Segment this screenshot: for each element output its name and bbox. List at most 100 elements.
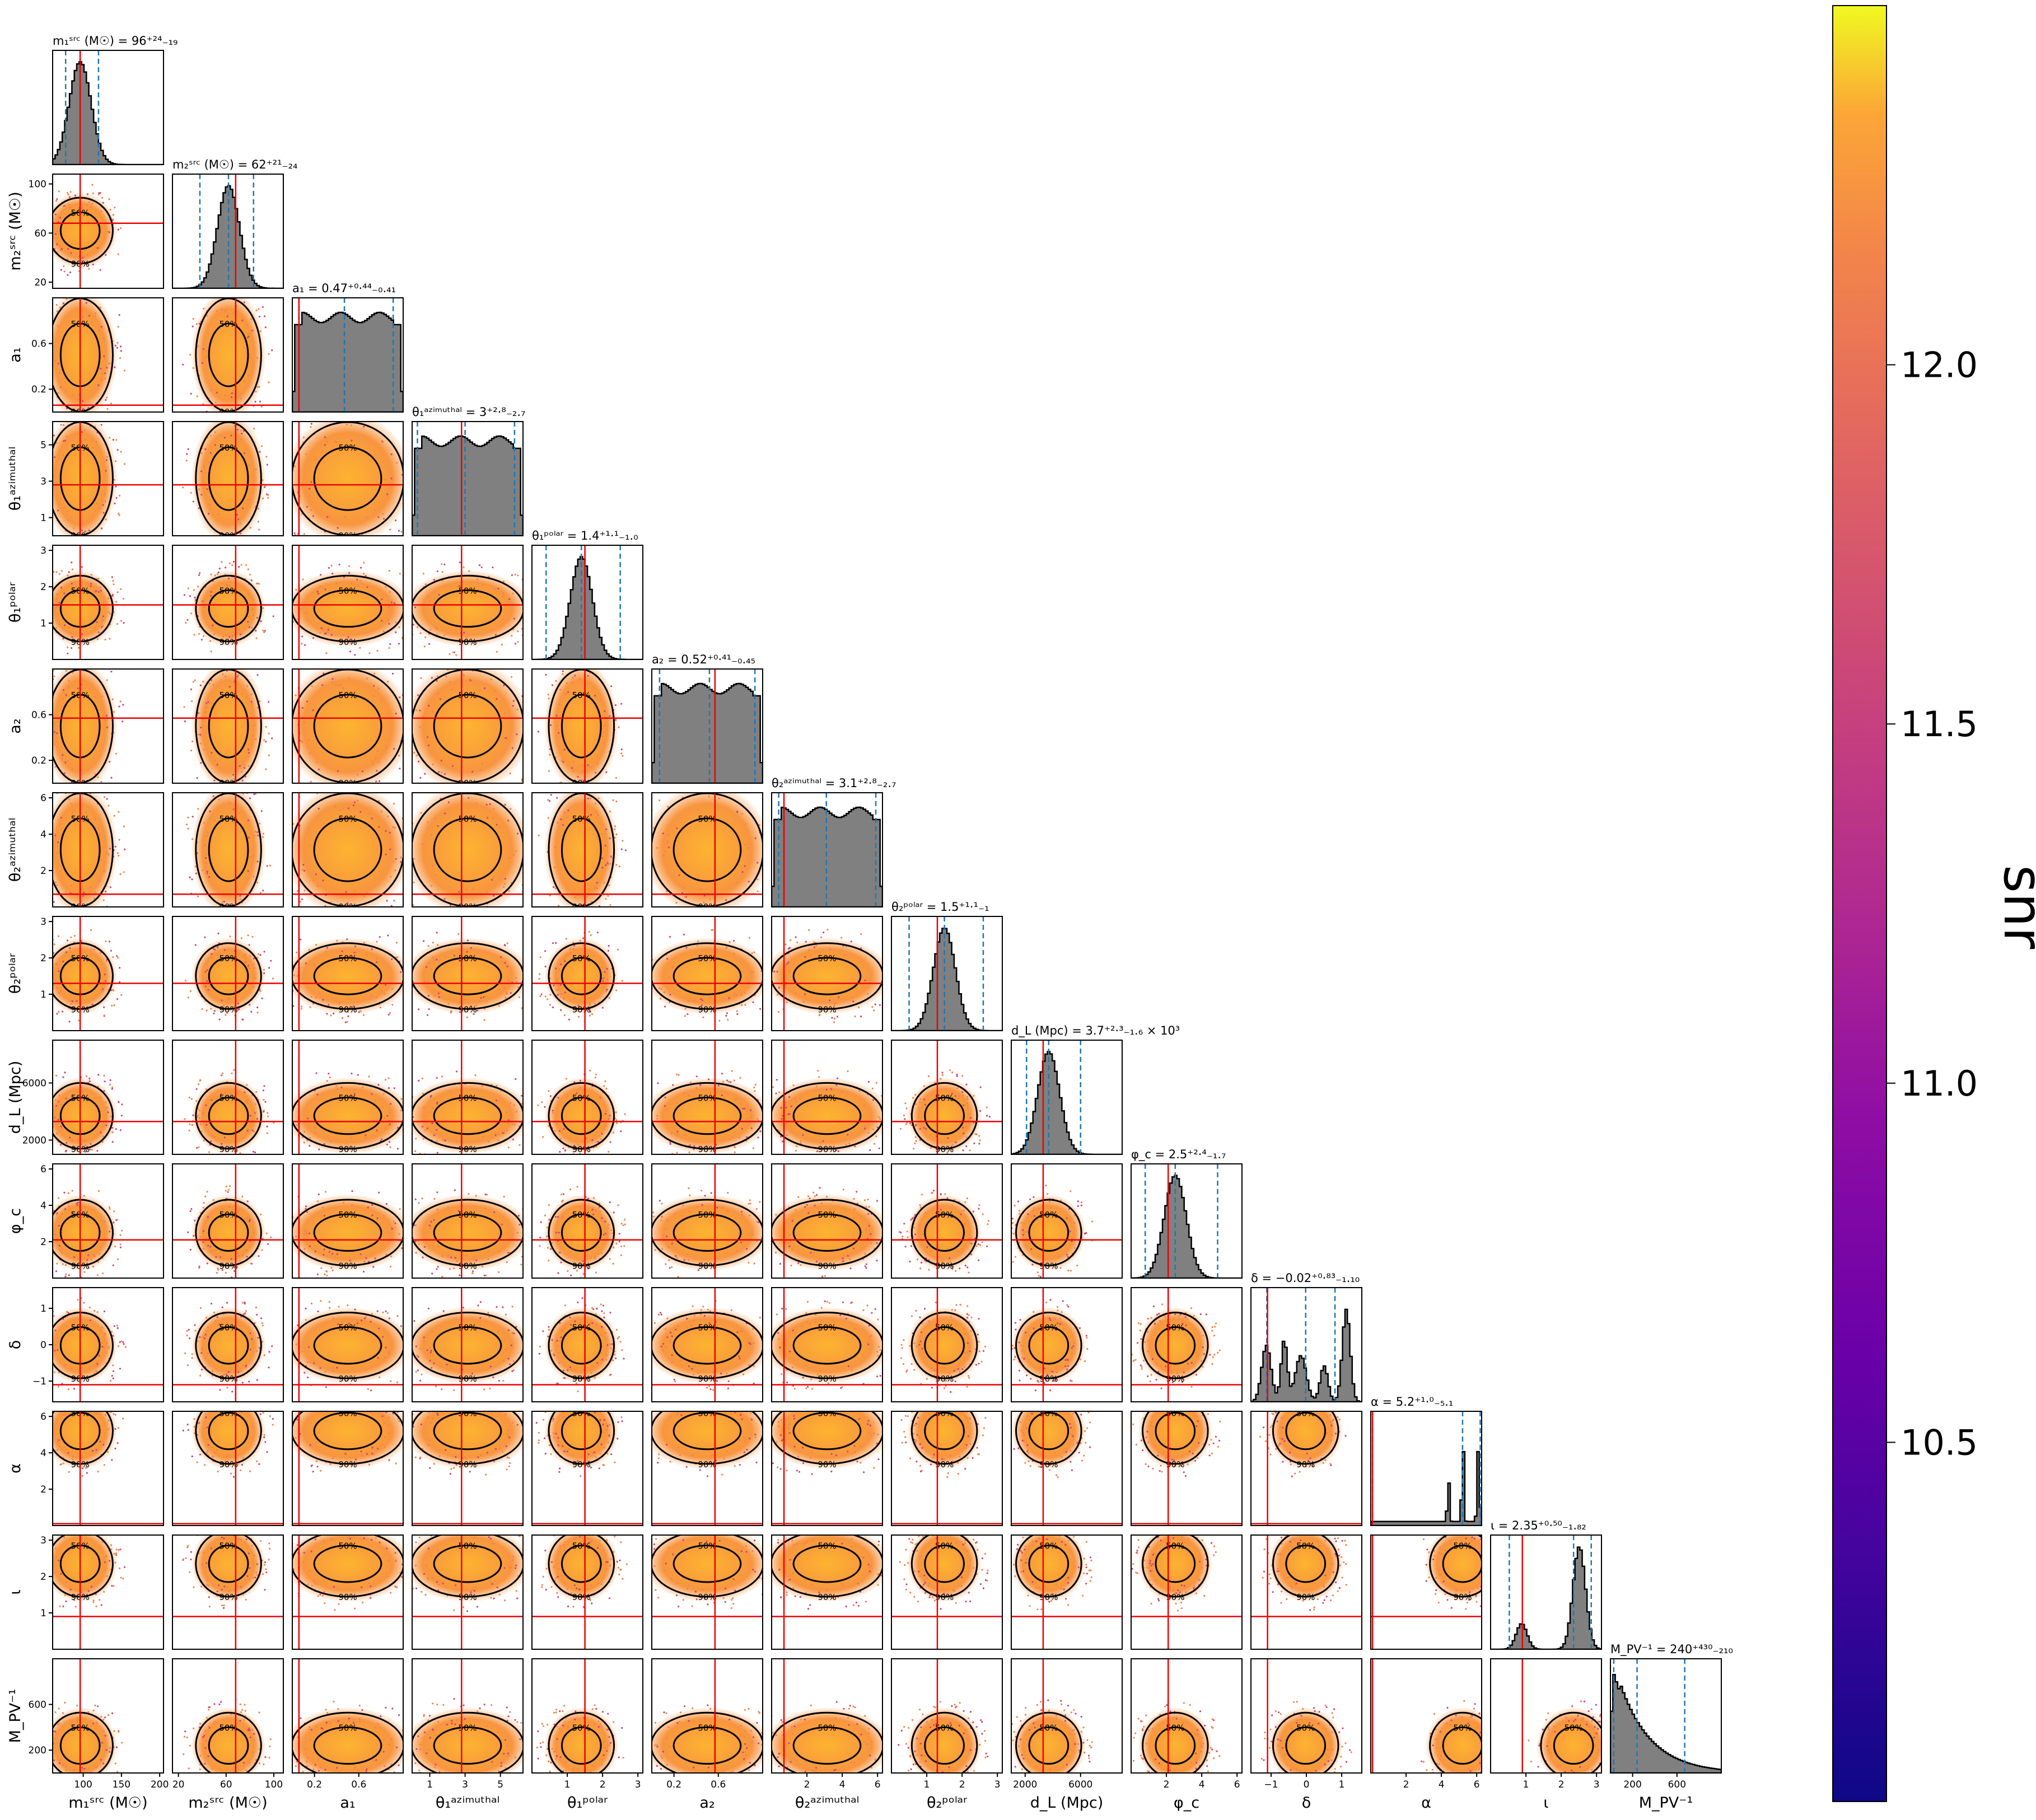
sample-point [437, 1209, 438, 1210]
sample-point [608, 1227, 609, 1229]
sample-point [354, 654, 356, 656]
sample-point [76, 1000, 78, 1002]
sample-point [185, 980, 186, 981]
sample-point [414, 606, 416, 608]
sample-point [225, 676, 226, 677]
sample-point [907, 1231, 908, 1232]
sample-point [964, 1201, 966, 1203]
sample-point [265, 456, 267, 457]
sample-point [64, 1276, 66, 1278]
sample-point [336, 940, 338, 942]
sample-point [268, 701, 269, 703]
sample-point [562, 790, 564, 792]
sample-point [118, 254, 119, 255]
sample-point [470, 947, 472, 949]
sample-point [406, 902, 408, 904]
sample-point [199, 1375, 201, 1377]
sample-point [71, 769, 73, 770]
sample-point [91, 1156, 92, 1158]
sample-point [525, 717, 527, 719]
sample-point [431, 1272, 433, 1274]
sample-point [515, 977, 517, 979]
sample-point [619, 865, 620, 867]
sample-point [264, 1354, 265, 1356]
sample-point [436, 1077, 438, 1079]
sample-point [444, 812, 446, 814]
sample-point [58, 968, 59, 970]
sample-point [56, 987, 58, 989]
sample-point [90, 206, 92, 208]
sample-point [956, 1250, 958, 1252]
sample-point [740, 1103, 741, 1105]
sample-point [554, 1130, 555, 1132]
sample-point [57, 509, 59, 511]
sample-point [447, 1255, 449, 1256]
sample-point [513, 700, 515, 701]
sample-point [429, 629, 431, 630]
sample-point [97, 1311, 99, 1313]
sample-point [325, 652, 327, 654]
sample-point [225, 1190, 227, 1191]
sample-point [219, 1389, 221, 1391]
sample-point [305, 1233, 307, 1234]
sample-point [550, 794, 552, 796]
sample-point [525, 863, 526, 865]
sample-point [113, 1210, 115, 1212]
sample-point [264, 1101, 266, 1103]
y-tick-label: 1 [40, 513, 46, 524]
sample-point [620, 1246, 622, 1247]
sample-point [958, 1098, 959, 1100]
sample-point [187, 1232, 189, 1233]
sample-point [1019, 1213, 1020, 1215]
sample-point [754, 1090, 755, 1092]
sample-point [601, 1353, 603, 1354]
sample-point [38, 991, 39, 993]
sample-point [494, 588, 496, 589]
sample-point [363, 1261, 365, 1262]
sample-point [63, 302, 64, 304]
sample-point [768, 962, 770, 964]
sample-point [325, 951, 326, 952]
sample-point [404, 999, 405, 1000]
sample-point [109, 1206, 110, 1208]
sample-point [609, 1201, 611, 1203]
sample-point [114, 503, 115, 504]
sample-point [207, 701, 209, 703]
sample-point [519, 1224, 520, 1225]
sample-point [238, 1371, 240, 1373]
sample-point [328, 627, 329, 629]
sample-point [684, 1015, 686, 1017]
sample-point [304, 644, 306, 646]
sample-point [237, 518, 239, 520]
sample-point [200, 685, 202, 686]
sample-point [232, 293, 234, 295]
sample-point [383, 1093, 385, 1095]
sample-point [331, 634, 333, 636]
sample-point [428, 705, 429, 707]
sample-point [928, 1269, 930, 1271]
sample-point [838, 1150, 839, 1152]
sample-point [865, 1253, 866, 1255]
sample-point [511, 1370, 513, 1372]
sample-point [387, 816, 389, 817]
sample-point [101, 790, 102, 792]
sample-point [534, 1113, 536, 1115]
contour-label-50: 50% [698, 814, 716, 824]
sample-point [71, 1368, 72, 1369]
sample-point [245, 413, 247, 415]
sample-point [590, 1257, 591, 1259]
sample-point [331, 678, 333, 680]
sample-point [82, 662, 83, 663]
sample-point [83, 1271, 85, 1273]
sample-point [390, 1256, 392, 1257]
sample-point [945, 1088, 947, 1090]
sample-point [214, 1136, 216, 1138]
scatter-panel-a2-th2pol: 50%90% [628, 916, 784, 1031]
sample-point [49, 1119, 50, 1120]
sample-point [248, 967, 249, 969]
sample-point [44, 1252, 45, 1254]
sample-point [648, 1223, 650, 1225]
sample-point [213, 1199, 214, 1201]
sample-point [188, 587, 189, 589]
sample-point [667, 1246, 669, 1248]
